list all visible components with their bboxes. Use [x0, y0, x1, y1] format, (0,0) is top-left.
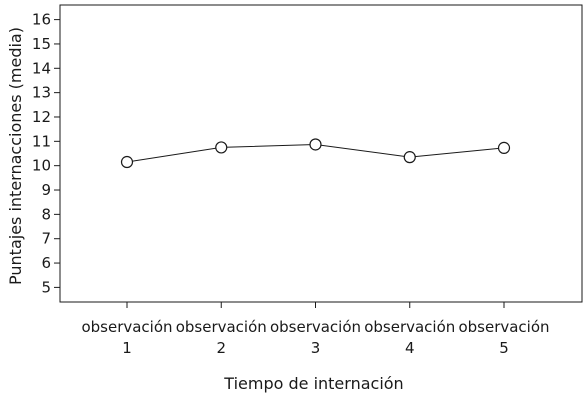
y-tick-label: 6 — [41, 254, 51, 272]
x-tick-label-number: 5 — [499, 339, 509, 357]
x-tick-label: observación — [81, 318, 172, 336]
y-tick-label: 13 — [32, 84, 51, 102]
x-tick-label: observación — [364, 318, 455, 336]
x-tick-label: observación — [458, 318, 549, 336]
y-tick-label: 16 — [32, 11, 51, 29]
y-axis-title: Puntajes internacciones (media) — [6, 27, 25, 285]
y-axis: 5 6 7 8 9 10 11 12 13 14 15 16 — [32, 11, 60, 296]
x-tick-label-number: 2 — [216, 339, 226, 357]
x-tick-label-number: 1 — [122, 339, 132, 357]
data-point-marker — [120, 155, 134, 169]
series-layer — [120, 138, 511, 169]
data-point-marker — [497, 141, 511, 155]
y-tick-label: 10 — [32, 157, 51, 175]
y-tick-label: 8 — [41, 205, 51, 223]
y-tick-label: 12 — [32, 108, 51, 126]
x-axis-title: Tiempo de internación — [223, 374, 403, 393]
x-tick-label-number: 4 — [405, 339, 415, 357]
y-tick-label: 14 — [32, 59, 51, 77]
y-tick-label: 7 — [41, 230, 51, 248]
x-tick-label: observación — [176, 318, 267, 336]
y-tick-label: 15 — [32, 35, 51, 53]
y-tick-label: 9 — [41, 181, 51, 199]
plot-area-frame — [59, 4, 583, 303]
x-tick-label-number: 3 — [311, 339, 321, 357]
data-point-marker — [403, 151, 416, 164]
data-point-marker — [309, 138, 322, 151]
data-point-marker — [215, 141, 228, 154]
x-axis: observación 1 observación 2 observación 3 obse… — [81, 302, 550, 357]
y-tick-label: 11 — [32, 132, 51, 150]
x-tick-label: observación — [270, 318, 361, 336]
y-tick-label: 5 — [41, 278, 51, 296]
